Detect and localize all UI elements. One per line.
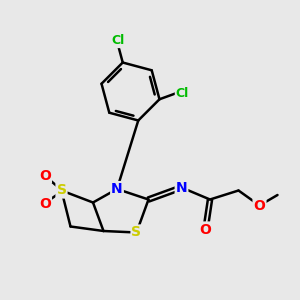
Text: Cl: Cl (176, 87, 189, 100)
Text: Cl: Cl (112, 34, 125, 47)
Text: O: O (254, 199, 266, 212)
Text: O: O (39, 197, 51, 211)
Text: S: S (131, 226, 142, 239)
Text: S: S (56, 184, 67, 197)
Text: N: N (111, 182, 123, 196)
Text: N: N (176, 181, 187, 194)
Text: O: O (200, 223, 211, 236)
Text: O: O (39, 169, 51, 182)
